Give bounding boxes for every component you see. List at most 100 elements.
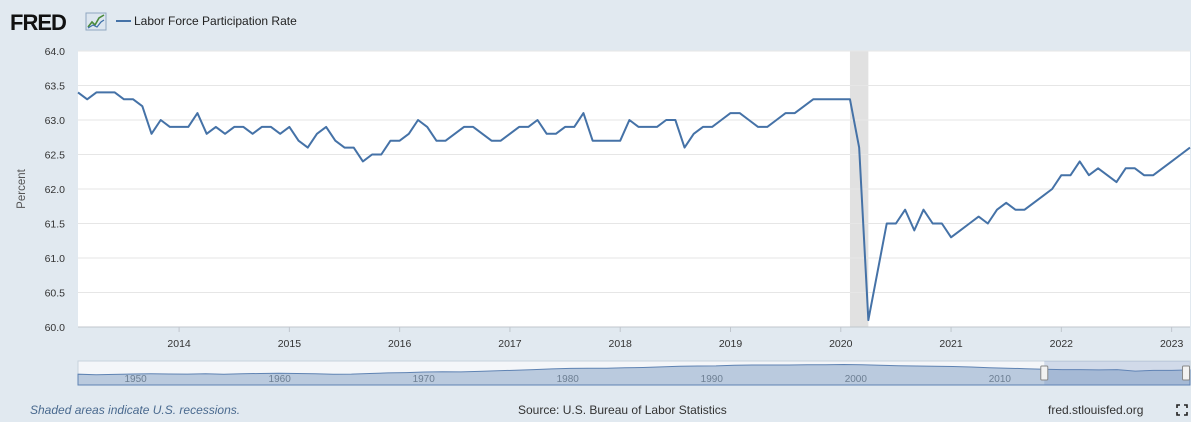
data-point[interactable] [222,131,228,137]
data-point[interactable] [856,145,862,151]
data-point[interactable] [663,117,669,123]
data-point[interactable] [847,96,853,102]
data-point[interactable] [176,124,182,130]
data-point[interactable] [930,221,936,227]
data-point[interactable] [939,221,945,227]
data-point[interactable] [470,124,476,130]
data-point[interactable] [296,138,302,144]
data-point[interactable] [1113,179,1119,185]
data-point[interactable] [838,96,844,102]
data-point[interactable] [580,110,586,116]
site-link[interactable]: fred.stlouisfed.org [1048,403,1144,417]
data-point[interactable] [1068,172,1074,178]
data-point[interactable] [1058,172,1064,178]
data-point[interactable] [139,103,145,109]
data-point[interactable] [433,138,439,144]
data-point[interactable] [1095,165,1101,171]
data-point[interactable] [1169,158,1175,164]
data-point[interactable] [1031,200,1037,206]
data-point[interactable] [351,145,357,151]
data-point[interactable] [1150,172,1156,178]
data-point[interactable] [1012,207,1018,213]
data-point[interactable] [268,124,274,130]
data-point[interactable] [130,96,136,102]
data-point[interactable] [1104,172,1110,178]
data-point[interactable] [875,269,881,275]
data-point[interactable] [617,138,623,144]
data-point[interactable] [544,131,550,137]
data-point[interactable] [737,110,743,116]
data-point[interactable] [424,124,430,130]
data-point[interactable] [250,131,256,137]
data-point[interactable] [819,96,825,102]
data-point[interactable] [461,124,467,130]
data-point[interactable] [957,227,963,233]
data-point[interactable] [1003,200,1009,206]
data-point[interactable] [599,138,605,144]
data-point[interactable] [700,124,706,130]
data-point[interactable] [323,124,329,130]
data-point[interactable] [672,117,678,123]
data-point[interactable] [562,124,568,130]
data-point[interactable] [985,221,991,227]
data-point[interactable] [920,207,926,213]
data-point[interactable] [535,117,541,123]
data-point[interactable] [93,89,99,95]
navigator-right-handle[interactable] [1182,365,1191,381]
data-point[interactable] [240,124,246,130]
data-point[interactable] [489,138,495,144]
data-point[interactable] [332,138,338,144]
data-point[interactable] [865,317,871,323]
data-point[interactable] [1159,165,1165,171]
data-point[interactable] [259,124,265,130]
data-point[interactable] [994,207,1000,213]
data-point[interactable] [783,110,789,116]
data-point[interactable] [746,117,752,123]
data-point[interactable] [893,221,899,227]
data-point[interactable] [966,221,972,227]
data-point[interactable] [755,124,761,130]
navigator-selected-range[interactable] [1044,361,1190,385]
data-point[interactable] [103,89,109,95]
data-point[interactable] [498,138,504,144]
data-point[interactable] [277,131,283,137]
data-point[interactable] [525,124,531,130]
data-point[interactable] [387,138,393,144]
data-point[interactable] [84,96,90,102]
data-point[interactable] [1022,207,1028,213]
data-point[interactable] [645,124,651,130]
data-point[interactable] [1123,165,1129,171]
data-point[interactable] [415,117,421,123]
data-point[interactable] [608,138,614,144]
data-point[interactable] [976,214,982,220]
fullscreen-icon[interactable] [1176,404,1188,416]
data-point[interactable] [369,152,375,158]
data-point[interactable] [1132,165,1138,171]
data-point[interactable] [314,131,320,137]
data-point[interactable] [286,124,292,130]
data-point[interactable] [360,158,366,164]
data-point[interactable] [516,124,522,130]
data-point[interactable] [406,131,412,137]
data-point[interactable] [452,131,458,137]
data-point[interactable] [1178,152,1184,158]
data-point[interactable] [397,138,403,144]
data-point[interactable] [1040,193,1046,199]
data-point[interactable] [829,96,835,102]
data-point[interactable] [443,138,449,144]
data-point[interactable] [553,131,559,137]
data-point[interactable] [626,117,632,123]
data-point[interactable] [1049,186,1055,192]
data-point[interactable] [158,117,164,123]
data-point[interactable] [727,110,733,116]
data-point[interactable] [801,103,807,109]
data-point[interactable] [149,131,155,137]
data-point[interactable] [378,152,384,158]
data-point[interactable] [507,131,513,137]
data-point[interactable] [1141,172,1147,178]
legend-label[interactable]: Labor Force Participation Rate [134,14,297,28]
data-point[interactable] [792,110,798,116]
data-point[interactable] [342,145,348,151]
data-point[interactable] [121,96,127,102]
data-point[interactable] [112,89,118,95]
